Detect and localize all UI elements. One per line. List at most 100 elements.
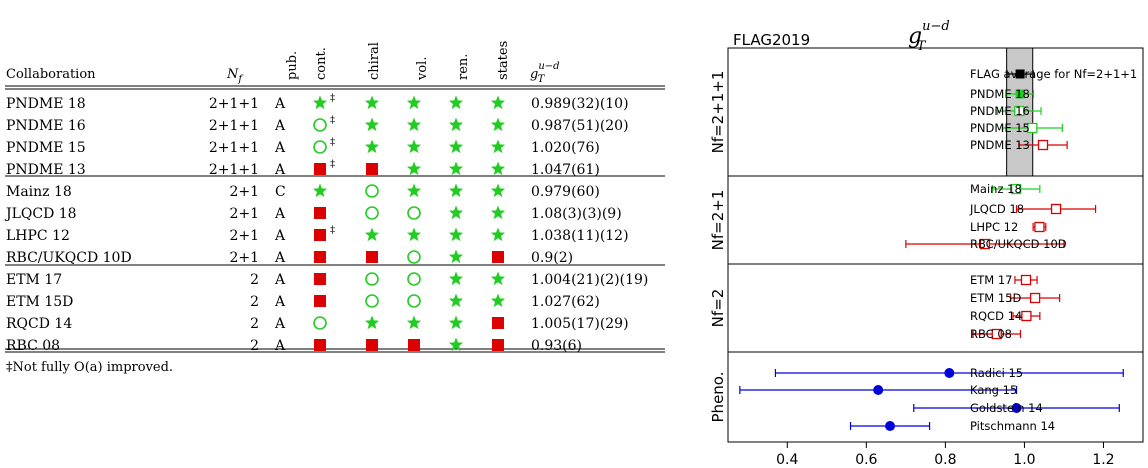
row-vol-star-icon: [406, 183, 422, 198]
point-label: Pitschmann 14: [970, 419, 1055, 433]
data-point: RBC 08: [970, 327, 1022, 341]
row-chiral-star-icon: [364, 139, 380, 154]
flag-watermark: FLAG2019: [733, 31, 810, 49]
row-vol-star-icon: [406, 161, 422, 176]
row-cont-square-icon: [314, 295, 326, 307]
row-pub: A: [274, 96, 286, 112]
point-label: Goldstein 14: [970, 401, 1043, 415]
row-chiral-square-icon: [366, 339, 378, 351]
data-point: ETM 15D: [970, 291, 1061, 305]
row-value: 1.038(11)(12): [531, 228, 629, 244]
row-ren-star-icon: [448, 337, 464, 352]
header-pub: pub.: [285, 51, 300, 80]
row-ren-star-icon: [448, 161, 464, 176]
row-dagger: ‡: [330, 93, 335, 104]
header-collaboration: Collaboration: [6, 67, 96, 82]
row-chiral-star-icon: [364, 117, 380, 132]
row-pub: A: [274, 316, 286, 332]
marker-open-square: [979, 238, 991, 250]
plot-marks: FLAG average for Nf=2+1+1 PNDME 18 PNDME 1…: [739, 67, 1137, 433]
point-label: RBC 08: [970, 327, 1012, 341]
table-row: LHPC 12 2+1 A ‡ 1.038(11)(12): [6, 225, 629, 244]
panel-frame: [727, 263, 1144, 353]
row-states-star-icon: [490, 183, 506, 198]
plot-frame: Nf=2+1+1 Nf=2+1 Nf=2 Pheno.: [709, 47, 1144, 443]
row-ren-star-icon: [448, 139, 464, 154]
row-states-square-icon: [492, 339, 504, 351]
data-point: PNDME 15: [970, 121, 1063, 135]
row-chiral-star-icon: [364, 227, 380, 242]
row-states-star-icon: [490, 117, 506, 132]
row-dagger: ‡: [330, 115, 335, 126]
row-vol-circle-icon: [407, 272, 421, 286]
row-value: 0.9(2): [531, 250, 573, 266]
row-chiral-star-icon: [364, 315, 380, 330]
row-cont-square-icon: [314, 229, 326, 241]
point-label: Radici 15: [970, 366, 1023, 380]
table-body: PNDME 18 2+1+1 A ‡ 0.989(32)(10) PNDME 16 2+1+…: [4, 93, 648, 354]
marker-open-square: [1014, 105, 1025, 117]
table-row: RQCD 14 2 A 1.005(17)(29): [6, 315, 629, 332]
data-point: RQCD 14: [970, 309, 1041, 323]
row-chiral-square-icon: [366, 163, 378, 175]
row-ren-star-icon: [448, 293, 464, 308]
table-row: JLQCD 18 2+1 A 1.08(3)(3)(9): [4, 205, 622, 222]
row-vol-star-icon: [406, 139, 422, 154]
row-ren-star-icon: [448, 95, 464, 110]
row-collaboration: RBC 08: [6, 338, 60, 354]
point-label: FLAG average for Nf=2+1+1: [970, 67, 1137, 81]
row-chiral-circle-icon: [365, 272, 379, 286]
row-cont-square-icon: [314, 251, 326, 263]
row-states-star-icon: [490, 271, 506, 286]
row-states-square-icon: [492, 251, 504, 263]
row-pub: A: [274, 294, 286, 310]
data-point: RBC/UKQCD 10D: [905, 237, 1067, 251]
row-value: 1.004(21)(2)(19): [531, 272, 648, 288]
table-row: RBC 08 2 A 0.93(6): [6, 337, 582, 354]
row-nf: 2: [250, 272, 259, 288]
row-collaboration: ETM 15D: [6, 294, 73, 310]
table-rules: [5, 85, 665, 353]
data-point: ETM 17: [970, 273, 1038, 287]
row-value: 1.027(62): [531, 294, 600, 310]
row-nf: 2: [250, 294, 259, 310]
row-value: 0.979(60): [531, 184, 600, 200]
row-nf: 2+1+1: [209, 96, 259, 112]
point-label: ETM 17: [970, 273, 1013, 287]
row-nf: 2: [250, 338, 259, 354]
data-point: Radici 15: [774, 366, 1124, 380]
row-states-star-icon: [490, 161, 506, 176]
panel-label: Pheno.: [709, 372, 727, 423]
data-point: LHPC 12: [970, 220, 1047, 234]
row-nf: 2+1+1: [209, 140, 259, 156]
point-label: JLQCD 18: [969, 202, 1024, 216]
point-label: PNDME 16: [970, 104, 1030, 118]
row-collaboration: RBC/UKQCD 10D: [6, 250, 132, 266]
header-chiral: chiral: [367, 42, 382, 80]
marker-circle: [873, 385, 884, 395]
row-chiral-star-icon: [364, 95, 380, 110]
marker-circle: [944, 368, 955, 378]
row-cont-star-icon: [312, 183, 328, 198]
table-row: Mainz 18 2+1 C 0.979(60): [6, 183, 600, 200]
table-header: Collaboration Nf pub. cont. chiral vol. …: [6, 41, 560, 85]
point-label: PNDME 13: [970, 138, 1030, 152]
point-label: RQCD 14: [970, 309, 1022, 323]
row-ren-star-icon: [448, 271, 464, 286]
row-ren-star-icon: [448, 227, 464, 242]
row-cont-circle-icon: [313, 316, 327, 330]
header-gT: gu−d T: [530, 61, 560, 85]
x-tick-label: 1.0: [1013, 452, 1035, 468]
row-vol-star-icon: [406, 117, 422, 132]
forest-plot: FLAG2019 gu−d T Nf=2+1+1Nf=2+1Nf=2Pheno. …: [709, 19, 1144, 468]
row-value: 0.93(6): [531, 338, 582, 354]
marker-square: [1015, 69, 1025, 79]
panel-label: Nf=2+1: [709, 190, 727, 251]
table-row: PNDME 16 2+1+1 A ‡ 0.987(51)(20): [6, 115, 629, 134]
row-dagger: ‡: [330, 137, 335, 148]
row-value: 1.047(61): [531, 162, 600, 178]
row-cont-circle-icon: [313, 118, 327, 132]
data-point: Mainz 18: [970, 182, 1041, 196]
row-value: 1.08(3)(3)(9): [531, 206, 622, 222]
row-chiral-circle-icon: [365, 206, 379, 220]
